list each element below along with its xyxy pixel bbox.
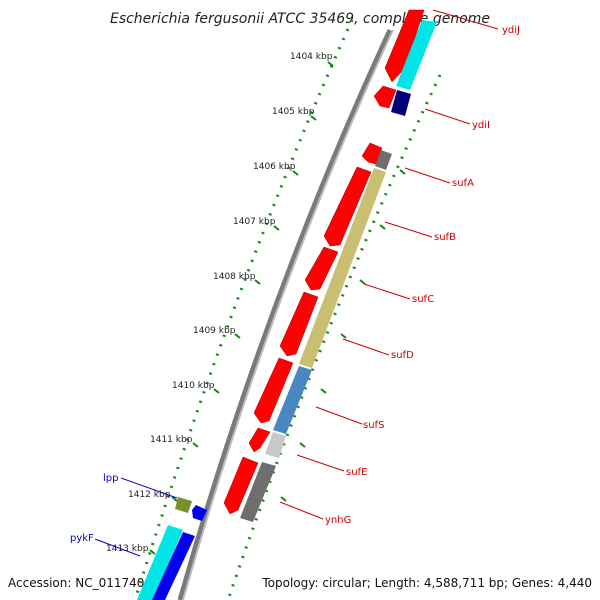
tick-label: 1412 kbp (128, 490, 171, 500)
tick-mark (213, 388, 220, 394)
cds-arrow-sufD (279, 291, 319, 357)
tick-label: 1411 kbp (150, 435, 193, 445)
olive-feature-lpp (175, 497, 192, 513)
gene-label-sufS: sufS (363, 420, 384, 431)
leader-line (363, 283, 411, 300)
cds-arrow-sufE (248, 427, 271, 453)
gene-label-sufD: sufD (391, 350, 414, 361)
backbone-circle-highlight (182, 29, 394, 600)
light-grey-feature (265, 432, 286, 458)
inner-ring-dashes (280, 169, 406, 502)
tick-label: 1413 kbp (106, 544, 149, 554)
tick-mark (273, 225, 280, 231)
inner-dash (379, 224, 386, 230)
olive-feature-suf (299, 168, 386, 368)
steel-feature-sufS (273, 366, 312, 434)
map-title: Escherichia fergusonii ATCC 35469, compl… (110, 11, 490, 27)
gene-label-pykF: pykF (70, 533, 94, 544)
accession-text: Accession: NC_011740 (8, 576, 144, 590)
feature-ring (137, 20, 437, 600)
tick-mark (192, 442, 199, 448)
leader-line (315, 406, 363, 425)
tick-label: 1405 kbp (272, 107, 315, 117)
tick-label: 1408 kbp (213, 272, 256, 282)
navy-feature (391, 90, 411, 116)
gene-label-ynhG: ynhG (325, 515, 351, 526)
tick-mark (292, 170, 299, 176)
tick-label: 1410 kbp (172, 381, 215, 391)
gene-label-sufB: sufB (434, 232, 456, 243)
backbone-circle (177, 28, 393, 600)
leader-line (94, 538, 141, 557)
tick-label: 1404 kbp (290, 52, 333, 62)
gene-label-sufA: sufA (452, 178, 474, 189)
leader-line (432, 9, 499, 30)
scale-ticks: 1404 kbp 1405 kbp 1406 kbp 1407 kbp 1408… (106, 52, 334, 555)
tick-mark (327, 61, 334, 67)
cds-arrow-sufC (304, 246, 339, 291)
gene-label-sufE: sufE (346, 467, 367, 478)
leader-line (342, 338, 390, 356)
inner-dash (399, 169, 406, 175)
inner-dash (320, 388, 327, 394)
tick-mark (234, 333, 241, 339)
inner-dash (299, 442, 306, 448)
tick-mark (149, 549, 156, 555)
grey-feature-ynhG (240, 462, 276, 522)
cds-arrow-sufA (361, 142, 383, 165)
cds-arrow-ynhG (223, 456, 259, 515)
tick-label: 1407 kbp (233, 217, 276, 227)
cds-arrow-sufS (253, 357, 294, 424)
blue-arrow-lpp (192, 505, 207, 521)
gene-label-lpp: lpp (103, 473, 118, 484)
dotted-scale-circle (133, 19, 354, 600)
cds-arrow-ydiI (373, 85, 397, 109)
leader-line (296, 454, 345, 472)
cds-ring (223, 9, 425, 515)
gene-labels: ydiJ ydiI sufA sufB sufC sufD sufS sufE … (70, 9, 520, 557)
cyan-feature-pykF (137, 525, 183, 600)
leader-line (120, 477, 178, 499)
gene-label-ydiI: ydiI (472, 120, 490, 131)
topology-text: Topology: circular; Length: 4,588,711 bp… (261, 576, 592, 590)
leader-line (279, 501, 324, 520)
tick-mark (310, 115, 317, 121)
tick-label: 1406 kbp (253, 162, 296, 172)
tick-mark (254, 279, 261, 285)
leader-line (424, 108, 471, 125)
tick-mark (171, 496, 178, 502)
leader-line (384, 221, 433, 238)
cds-arrow-sufB (323, 166, 372, 247)
leader-line (404, 167, 451, 184)
grey-feature-sufA (375, 150, 392, 170)
blue-feature-pykF (152, 532, 195, 600)
inner-dash (280, 496, 287, 502)
gene-label-sufC: sufC (412, 294, 434, 305)
tick-label: 1409 kbp (193, 326, 236, 336)
cyan-feature-top (396, 20, 437, 90)
gene-label-ydiJ: ydiJ (502, 25, 520, 36)
inner-dash (359, 279, 366, 285)
cds-arrow-ydiJ (384, 9, 425, 83)
inner-dash (340, 333, 347, 339)
